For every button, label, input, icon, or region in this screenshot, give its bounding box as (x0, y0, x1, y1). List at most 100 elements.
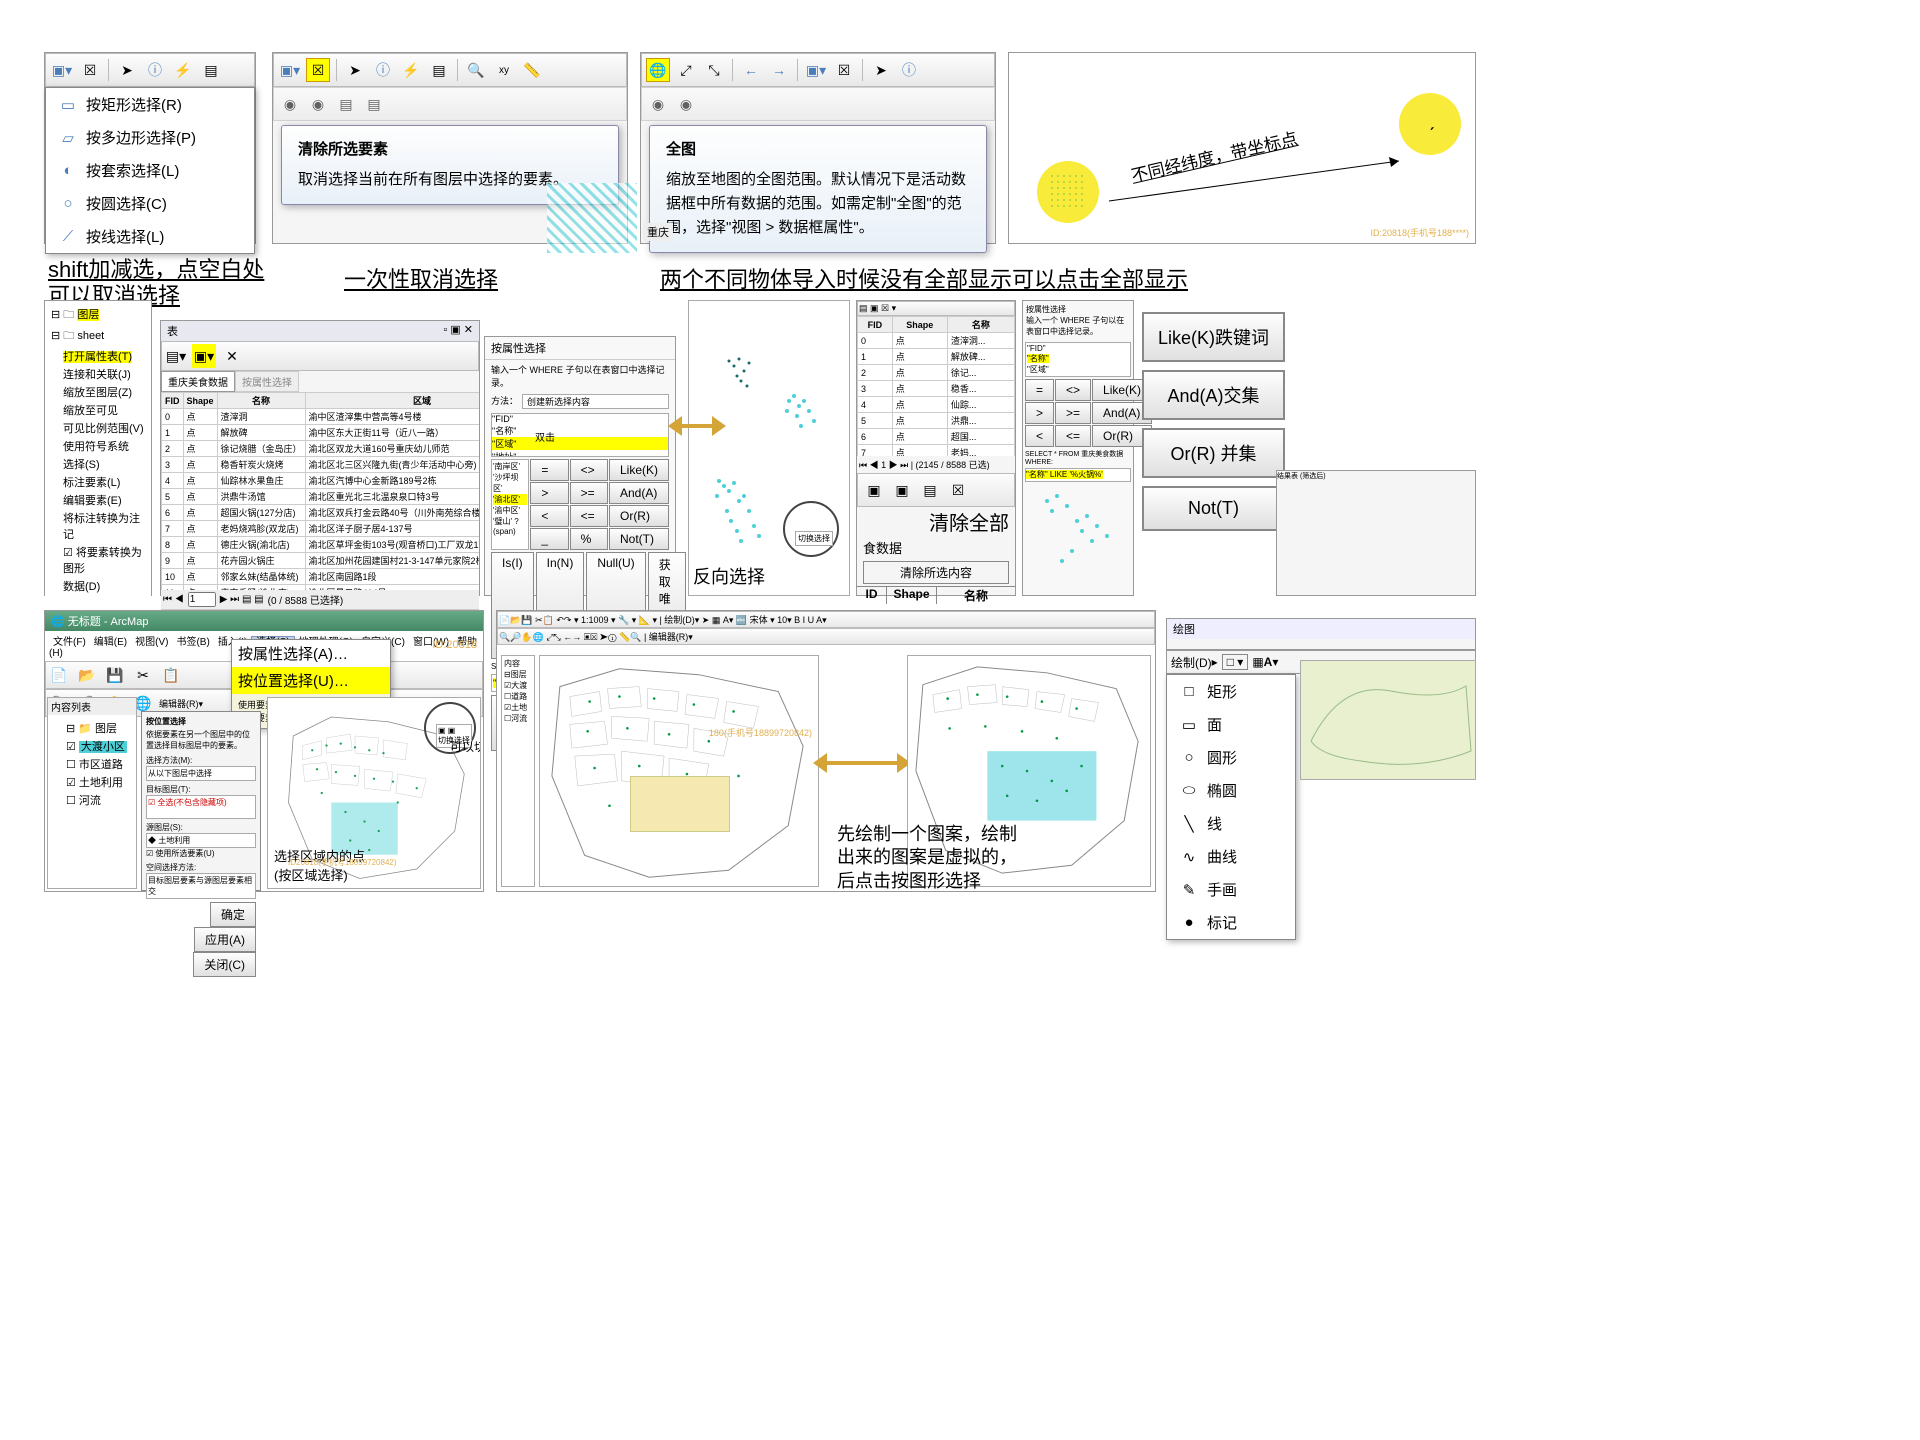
clear-all-label: 清除全部 (857, 507, 1015, 536)
tb-r: ▤ ▣ ☒ ▾ (857, 301, 1015, 316)
dd-poly[interactable]: ▱按多边形选择(P) (46, 121, 254, 154)
lasso-icon: ◐ (58, 161, 78, 181)
back-icon[interactable]: ← (739, 58, 763, 82)
label-bottom: 重庆 (643, 223, 673, 241)
table-scroll[interactable]: FIDShape名称区域地址0点渣滓洞渝中区渣滓集中营高等4号楼1点解放碑渝中区… (161, 392, 479, 590)
tb-menu-icon[interactable]: ▤▾ (164, 344, 188, 368)
tt-body: 缩放至地图的全图范围。默认情况下是活动数据框中所有数据的范围。如需定制"全图"的… (666, 168, 970, 240)
zoomout-icon[interactable]: ⤡ (702, 58, 726, 82)
sel2-icon[interactable]: ▣▾ (804, 58, 828, 82)
doc-icon[interactable]: ▤ (199, 58, 223, 82)
caption-3: 两个不同物体导入时候没有全部显示可以点击全部显示 (660, 262, 1188, 294)
arrow-mid (682, 424, 712, 428)
sel-icon[interactable]: ▣▾ (278, 58, 302, 82)
reverse-label: 反向选择 (693, 563, 765, 589)
draw-dropdown: □矩形▭面○圆形⬭椭圆╲线∿曲线✎手画●标记 (1166, 674, 1296, 940)
btn-and[interactable]: And(A)交集 (1142, 370, 1285, 420)
mid-map: 反向选择 切换选择 (688, 300, 850, 596)
zoom-circle (783, 501, 839, 557)
attr-dialog: 按属性选择 输入一个 WHERE 子句以在表窗口中选择记录。 方法：创建新选择内… (484, 336, 676, 596)
tt-title: 全图 (666, 138, 970, 162)
rect-tool[interactable]: □ ▾ (1222, 654, 1249, 670)
map-left[interactable]: 180(手机号18899720842) (539, 655, 819, 887)
attr-table: 表 ▫ ▣ ✕ ▤▾ ▣▾ ✕ 重庆美食数据 按属性选择 FIDShape名称区… (160, 320, 480, 596)
unique-list[interactable]: '南岸区''沙坪坝区''渝北区''渝中区''璧山' ?(span) (491, 459, 529, 550)
toolbar-3b: ◉◉ (641, 87, 995, 121)
table-footer: ⏮ ◀ ▶ ⏭ ▤ ▤ (0 / 8588 已选择) (161, 590, 479, 609)
line-icon: ⟋ (58, 227, 78, 247)
clr2-icon[interactable]: ☒ (832, 58, 856, 82)
wm: ID:20818(手机号188****) (1370, 226, 1469, 239)
panel-fullext: 🌐 ⤢ ⤡ ← → ▣▾ ☒ ➤ ⓘ ◉◉ 全图 缩放至地图的全图范围。默认情况… (640, 52, 996, 244)
circle-icon: ○ (58, 194, 78, 214)
select-dropdown: ▭按矩形选择(R) ▱按多边形选择(P) ◐按套索选择(L) ○按圆选择(C) … (45, 87, 255, 254)
rec-input[interactable] (188, 592, 216, 607)
right-panel: ▤ ▣ ☒ ▾ FIDShape名称 0点渣滓洞...1点解放碑...2点徐记.… (856, 300, 1016, 596)
attr-panel-2: 按属性选择输入一个 WHERE 子句以在表窗口中选择记录。 "FID""名称""… (1022, 300, 1134, 596)
tb-x-icon[interactable]: ✕ (220, 344, 244, 368)
dd-lasso[interactable]: ◐按套索选择(L) (46, 154, 254, 187)
fields-list[interactable]: "FID""名称""区域""地址""评论数量" (491, 413, 669, 457)
green-map (1300, 660, 1476, 780)
info2-icon[interactable]: ⓘ (897, 58, 921, 82)
rect-icon: ▭ (58, 95, 78, 115)
map-view-1[interactable]: 选择区域内的点(按区域选择) ▣ ▣切换选择 可以切换选择 ID20818(手机… (267, 697, 481, 889)
toc-tree: ⊟ 🗀 图层 ⊟ 🗀 sheet 打开属性表(T) 连接和关联(J) 缩放至图层… (45, 301, 151, 599)
can-toggle-label: 可以切换选择 (450, 738, 481, 755)
loc-dialog: 按位置选择 依据要素在另一个图层中的位置选择目标图层中的要素。 选择方法(M):… (141, 711, 261, 891)
arrow-dual (827, 761, 897, 765)
dlg-hint: 输入一个 WHERE 子句以在表窗口中选择记录。 (485, 360, 675, 392)
sel-by-loc[interactable]: 按位置选择(U)… (232, 667, 390, 694)
clear-sel-icon[interactable]: ☒ (306, 58, 330, 82)
wm2: 180(手机号18899720842) (709, 726, 812, 739)
draw-toolbar: 绘图 (1166, 618, 1476, 650)
ptr-icon[interactable]: ➤ (343, 58, 367, 82)
dd-circle[interactable]: ○按圆选择(C) (46, 187, 254, 220)
panel-clear: ▣▾ ☒ ➤ ⓘ ⚡ ▤ 🔍 xy 📏 ◉◉▤▤ 清除所选要素 取消选择当前在所… (272, 52, 628, 244)
tb-sel-icon[interactable]: ▣▾ (192, 344, 216, 368)
info-icon[interactable]: ⓘ (371, 58, 395, 82)
find-icon[interactable]: 🔍 (464, 58, 488, 82)
toggle-label: 切换选择 (795, 531, 833, 546)
arrow-svg (1099, 153, 1419, 213)
toolbar-3: 🌐 ⤢ ⤡ ← → ▣▾ ☒ ➤ ⓘ (641, 53, 995, 87)
btn-not[interactable]: Not(T) (1142, 486, 1285, 531)
dd-rect[interactable]: ▭按矩形选择(R) (46, 88, 254, 121)
table-titlebar: 表 ▫ ▣ ✕ (161, 321, 479, 341)
poly-icon: ▱ (58, 128, 78, 148)
data-table: FIDShape名称区域地址0点渣滓洞渝中区渣滓集中营高等4号楼1点解放碑渝中区… (161, 392, 479, 590)
dual-map-panel: 📄📂💾 ✂📋 ↶↷ ▾ 1:1009 ▾ 🔧 ▾ 📐 ▾ | 绘制(D)▾ ➤ … (496, 610, 1156, 892)
dlg-title: 按属性选择 (485, 337, 675, 360)
tab-inactive[interactable]: 按属性选择 (235, 371, 299, 392)
toolbar-1: ▣▾ ☒ ➤ ⓘ ⚡ ▤ (45, 53, 255, 87)
flash-icon[interactable]: ⚡ (171, 58, 195, 82)
clear-sel-box[interactable]: 清除所选内容 (863, 561, 1009, 584)
ops-grid: =<>Like(K) '南岸区''沙坪坝区''渝北区''渝中区''璧山' ?(s… (491, 459, 669, 550)
flash-icon[interactable]: ⚡ (399, 58, 423, 82)
wm1: ID:20818 (432, 639, 477, 651)
pointer-icon[interactable]: ➤ (115, 58, 139, 82)
toolbar-2b: ◉◉▤▤ (273, 87, 627, 121)
tab-active[interactable]: 重庆美食数据 (161, 371, 235, 392)
info-icon[interactable]: ⓘ (143, 58, 167, 82)
method-select[interactable]: 创建新选择内容 (522, 394, 669, 409)
clear-icon[interactable]: ☒ (78, 58, 102, 82)
zoomin-icon[interactable]: ⤢ (674, 58, 698, 82)
draw-anno: 先绘制一个图案，绘制 出来的图案是虚拟的， 后点击按图形选择 (837, 823, 1017, 893)
btn-or[interactable]: Or(R) 并集 (1142, 428, 1285, 478)
ptr2-icon[interactable]: ➤ (869, 58, 893, 82)
panel-twopoints: ˏ 不同经纬度，带坐标点 ID:20818(手机号188****) (1008, 52, 1476, 244)
btn-like[interactable]: Like(K)跌键词 (1142, 312, 1285, 362)
app-title: 无标题 - ArcMap (68, 616, 149, 628)
sel-by-attr[interactable]: 按属性选择(A)… (232, 640, 390, 667)
globe-icon[interactable]: 🌐 (646, 58, 670, 82)
tb-sel-ops: ▣▣▤☒ (857, 473, 1015, 507)
doc-icon[interactable]: ▤ (427, 58, 451, 82)
xy-icon[interactable]: xy (492, 58, 516, 82)
toc-mini: ⊟ 🗀 图层 ⊟ 🗀 sheet 打开属性表(T) 连接和关联(J) 缩放至图层… (44, 300, 152, 596)
fwd-icon[interactable]: → (767, 58, 791, 82)
measure-icon[interactable]: 📏 (520, 58, 544, 82)
select-icon[interactable]: ▣▾ (50, 58, 74, 82)
panel-select-menu: ▣▾ ☒ ➤ ⓘ ⚡ ▤ ▭按矩形选择(R) ▱按多边形选择(P) ◐按套索选择… (44, 52, 256, 244)
dd-line[interactable]: ⟋按线选择(L) (46, 220, 254, 253)
